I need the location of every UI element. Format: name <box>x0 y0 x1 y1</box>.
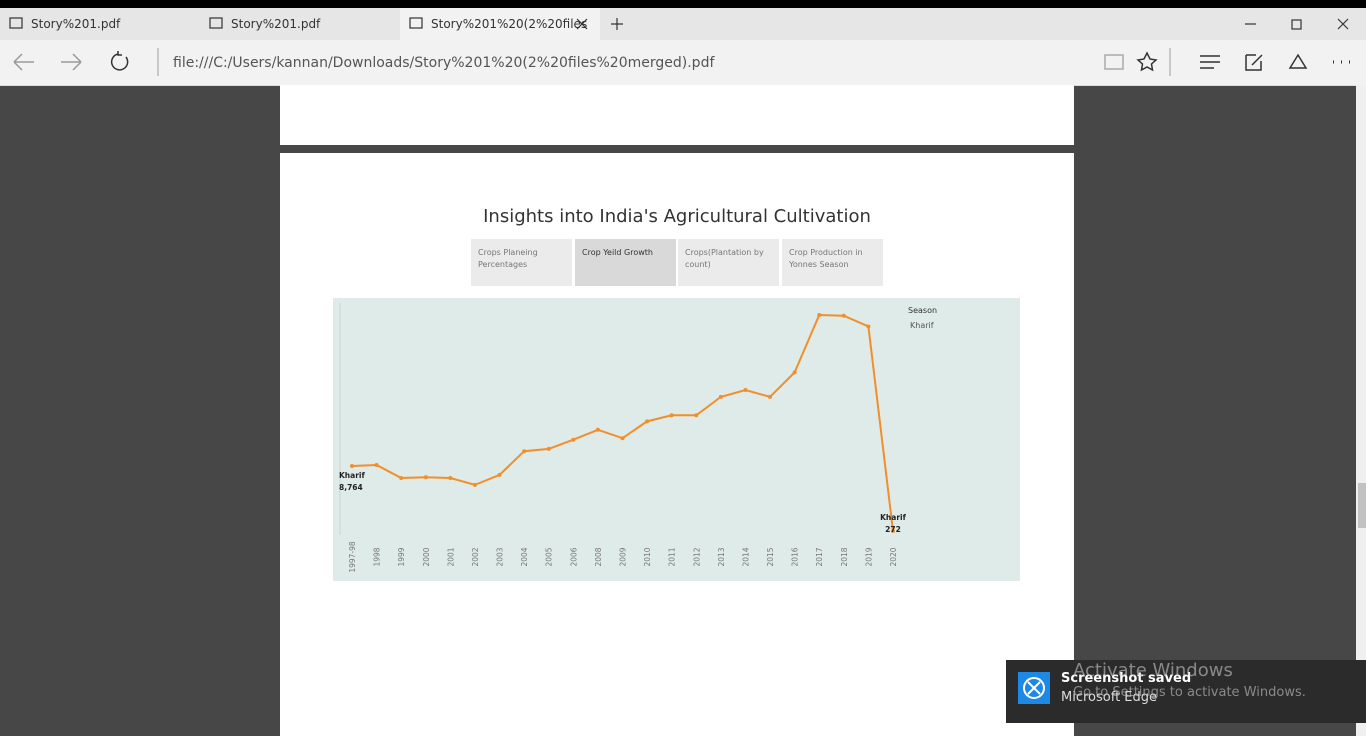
x-tick-label: 2010 <box>643 547 652 566</box>
point <box>669 413 674 418</box>
x-tick-label: 2016 <box>791 547 800 566</box>
x-tick-label: 2012 <box>692 547 701 566</box>
point <box>374 462 379 467</box>
point <box>768 394 773 399</box>
point <box>571 437 576 442</box>
browser-chrome-icons <box>9 17 1349 30</box>
chart-background <box>333 298 1020 581</box>
toast-app: Microsoft Edge <box>1061 690 1158 705</box>
point <box>817 313 822 317</box>
point <box>448 475 453 480</box>
top-strip <box>0 0 1366 8</box>
x-tick-label: 2003 <box>496 547 505 566</box>
point <box>694 413 699 418</box>
x-tick-label: 2009 <box>619 547 628 566</box>
tab-icon <box>409 17 423 29</box>
point <box>792 370 797 375</box>
story-tab[interactable]: Crop Yeild Growth <box>575 239 676 286</box>
point <box>472 482 477 487</box>
tab-icon <box>209 17 223 29</box>
chart: Season Kharif 1997-98 1998 1999 2000 2001 2002… <box>333 298 1020 581</box>
point <box>620 436 625 441</box>
x-tick-label: 2001 <box>446 547 455 566</box>
point <box>866 324 871 329</box>
pdf-page <box>280 85 1074 145</box>
back[interactable] <box>13 53 34 71</box>
share[interactable] <box>1288 53 1308 69</box>
point <box>645 419 650 424</box>
story-tab[interactable]: Crops Planeing Percentages <box>471 239 572 286</box>
point <box>718 394 723 399</box>
scrollbar <box>1356 85 1366 736</box>
x-tick-label: 2019 <box>864 547 873 566</box>
point <box>595 427 600 432</box>
x-tick-label: 2013 <box>717 547 726 566</box>
legend-title: Season <box>908 306 937 315</box>
favorite[interactable] <box>1136 51 1158 72</box>
reading-view[interactable] <box>1104 54 1124 70</box>
legend-entry: Kharif <box>910 321 934 330</box>
refresh[interactable] <box>110 51 129 71</box>
scroll-thumb[interactable] <box>1358 483 1366 528</box>
x-tick-label: 2011 <box>668 547 677 566</box>
web-note[interactable] <box>1245 54 1263 71</box>
x-tick-label: 2002 <box>471 547 480 566</box>
x-tick-label: 2006 <box>569 547 578 566</box>
x-tick-label: 1998 <box>373 547 382 566</box>
x-tick-label: 1997-98 <box>348 541 357 573</box>
browser-tab[interactable]: Story%201.pdf <box>200 8 398 40</box>
x-tick-label: 2018 <box>840 547 849 566</box>
point <box>399 475 404 480</box>
watermark-text: Go to Settings to activate Windows. <box>1073 685 1306 700</box>
toast-title: Screenshot saved <box>1061 671 1192 686</box>
xbox-icon <box>1018 672 1050 704</box>
forward[interactable] <box>61 53 82 71</box>
story-tab[interactable]: Crops(Plantation by count) <box>678 239 779 286</box>
story-title: Insights into India's Agricultural Culti… <box>483 206 871 227</box>
watermark-title: Activate Windows <box>1073 660 1233 681</box>
point <box>497 472 502 477</box>
x-tick-label: 2008 <box>594 547 603 566</box>
point <box>350 464 354 469</box>
point <box>891 529 895 533</box>
browser-tab[interactable]: Story%201.pdf <box>0 8 198 40</box>
annotation-series: Kharif <box>339 471 365 480</box>
x-tick-label: 2014 <box>741 547 750 566</box>
point <box>743 387 748 392</box>
x-tick-label: 2020 <box>889 547 898 566</box>
browser-tab[interactable]: Story%201%20(2%20files <box>400 8 600 40</box>
point <box>841 313 846 318</box>
point <box>546 446 551 451</box>
x-tick-label: 1999 <box>397 547 406 566</box>
close-tab[interactable] <box>576 18 588 30</box>
toast[interactable]: Screenshot saved Microsoft Edge <box>1006 660 1366 723</box>
x-tick-label: 2005 <box>545 547 554 566</box>
tab-icon <box>9 17 23 29</box>
x-tick-label: 2004 <box>520 547 529 566</box>
point <box>423 475 428 480</box>
x-tick-label: 2015 <box>766 547 775 566</box>
x-tick-label: 2000 <box>422 547 431 566</box>
data-label: 272 <box>885 525 901 534</box>
story-tab[interactable]: Crop Production in Yonnes Season <box>782 239 883 286</box>
toolbar-icons <box>13 48 1350 76</box>
close-window[interactable] <box>1337 18 1349 30</box>
data-label: 8,764 <box>339 483 363 492</box>
url[interactable]: file:///C:/Users/kannan/Downloads/Story%… <box>173 55 715 71</box>
hub[interactable] <box>1200 55 1220 69</box>
x-tick-label: 2017 <box>815 547 824 566</box>
new-tab[interactable] <box>611 18 623 30</box>
point <box>522 449 527 454</box>
annotation-series: Kharif <box>880 513 906 522</box>
restore[interactable] <box>1291 19 1302 30</box>
